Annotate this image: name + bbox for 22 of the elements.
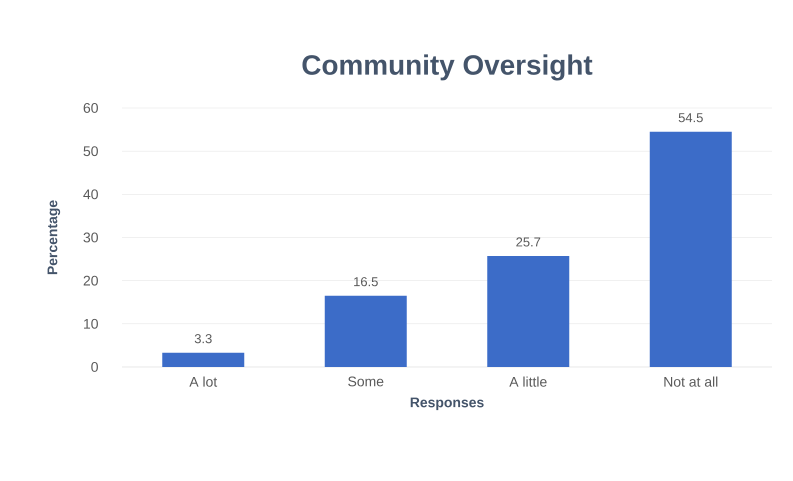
- bar: [487, 256, 570, 367]
- x-tick-label: A lot: [189, 376, 218, 387]
- bar: [650, 132, 732, 367]
- y-tick-label: 20: [84, 276, 98, 286]
- chart-title: Community Oversight: [302, 54, 592, 80]
- data-label: 16.5: [354, 277, 378, 286]
- x-axis-title: Responses: [410, 398, 484, 410]
- x-tick-label: Not at all: [664, 376, 718, 387]
- data-label: 54.5: [678, 113, 703, 122]
- y-tick-label: 60: [84, 103, 98, 113]
- y-tick-label: 30: [84, 232, 98, 242]
- y-tick-label: 40: [83, 189, 98, 200]
- bar: [324, 296, 407, 367]
- y-tick-label: 50: [84, 146, 98, 156]
- data-label: 3.3: [194, 334, 212, 344]
- y-tick-label: 10: [84, 318, 98, 329]
- y-axis-title: Percentage: [48, 200, 60, 274]
- y-tick-label: 0: [91, 362, 98, 372]
- bar: [162, 352, 244, 367]
- x-tick-label: A little: [509, 376, 547, 387]
- x-tick-label: Some: [348, 376, 384, 386]
- data-label: 25.7: [516, 237, 540, 247]
